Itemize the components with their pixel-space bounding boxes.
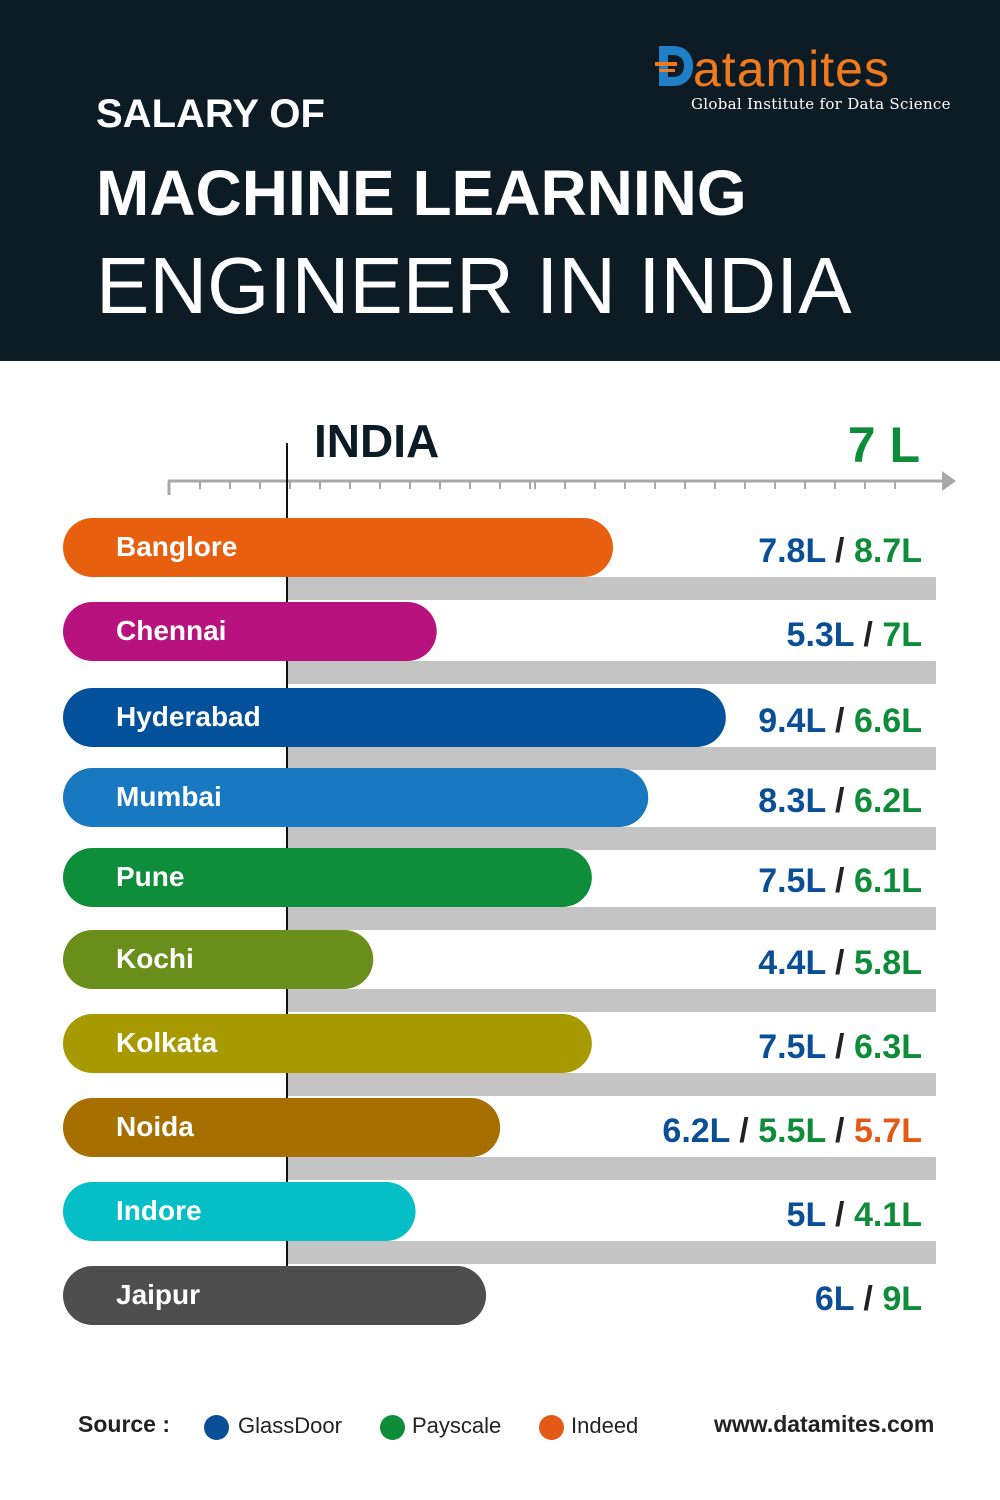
legend-payscale-dot-icon xyxy=(380,1415,405,1440)
value-separator: / xyxy=(826,1196,854,1234)
legend-source-label: Source : xyxy=(78,1411,171,1437)
legend-indeed-label: Indeed xyxy=(571,1413,639,1438)
value-part: 7.5L xyxy=(758,862,825,900)
row-band xyxy=(287,747,936,770)
value-label-kochi: 4.4L / 5.8L xyxy=(758,944,922,982)
website-link[interactable]: www.datamites.com xyxy=(714,1411,935,1437)
value-part: 9L xyxy=(882,1280,922,1318)
value-part: 5.5L xyxy=(758,1112,825,1150)
value-separator: / xyxy=(826,1112,854,1150)
row-band xyxy=(287,827,936,850)
value-part: 8.3L xyxy=(758,782,825,820)
value-separator: / xyxy=(826,1028,854,1066)
value-label-jaipur: 6L / 9L xyxy=(815,1280,922,1318)
bar-label-hyderabad: Hyderabad xyxy=(116,701,261,732)
row-band xyxy=(287,661,936,684)
value-part: 5.8L xyxy=(854,944,922,982)
value-separator: / xyxy=(854,1280,882,1318)
value-part: 6.2L xyxy=(854,782,922,820)
logo-tagline: Global Institute for Data Science xyxy=(691,95,951,113)
row-band xyxy=(287,989,936,1012)
value-part: 5.7L xyxy=(854,1112,922,1150)
title-line-2: MACHINE LEARNING xyxy=(96,157,747,229)
value-part: 4.1L xyxy=(854,1196,922,1234)
value-separator: / xyxy=(826,944,854,982)
bar-kolkata xyxy=(63,1014,592,1073)
legend-indeed-dot-icon xyxy=(539,1415,564,1440)
value-label-hyderabad: 9.4L / 6.6L xyxy=(758,702,922,740)
value-separator: / xyxy=(826,862,854,900)
value-part: 9.4L xyxy=(758,702,825,740)
value-part: 8.7L xyxy=(854,532,922,570)
title-line-3: ENGINEER IN INDIA xyxy=(96,241,852,330)
value-label-kolkata: 7.5L / 6.3L xyxy=(758,1028,922,1066)
title-line-1: SALARY OF xyxy=(96,92,325,136)
bar-label-chennai: Chennai xyxy=(116,615,226,646)
bar-pune xyxy=(63,848,592,907)
bar-banglore xyxy=(63,518,613,577)
legend-payscale-label: Payscale xyxy=(412,1413,502,1438)
value-label-mumbai: 8.3L / 6.2L xyxy=(758,782,922,820)
legend-glassdoor-label: GlassDoor xyxy=(238,1413,342,1438)
header-banner: atamites Global Institute for Data Scien… xyxy=(0,0,1000,361)
value-part: 7L xyxy=(882,616,922,654)
value-part: 4.4L xyxy=(758,944,825,982)
datamites-logo: atamites Global Institute for Data Scien… xyxy=(655,41,951,122)
bar-label-pune: Pune xyxy=(116,861,184,892)
reference-value-label: 7 L xyxy=(848,417,920,473)
bar-hyderabad xyxy=(63,688,726,747)
value-separator: / xyxy=(730,1112,758,1150)
bar-noida xyxy=(63,1098,501,1157)
reference-label: INDIA xyxy=(314,415,439,467)
bar-indore xyxy=(63,1182,416,1241)
row-band xyxy=(287,1073,936,1096)
value-label-noida: 6.2L / 5.5L / 5.7L xyxy=(662,1112,922,1150)
value-separator: / xyxy=(826,532,854,570)
value-label-pune: 7.5L / 6.1L xyxy=(758,862,922,900)
bar-label-noida: Noida xyxy=(116,1111,194,1142)
value-separator: / xyxy=(826,702,854,740)
value-part: 6.3L xyxy=(854,1028,922,1066)
row-band xyxy=(287,1157,936,1180)
value-part: 7.5L xyxy=(758,1028,825,1066)
row-band xyxy=(287,577,936,600)
bar-mumbai xyxy=(63,768,649,827)
value-part: 6.1L xyxy=(854,862,922,900)
value-part: 7.8L xyxy=(758,532,825,570)
bar-chennai xyxy=(63,602,437,661)
value-separator: / xyxy=(826,782,854,820)
logo-wordmark: atamites xyxy=(693,41,890,97)
bar-label-jaipur: Jaipur xyxy=(116,1279,200,1310)
legend-glassdoor-dot-icon xyxy=(204,1415,229,1440)
bar-label-banglore: Banglore xyxy=(116,531,237,562)
value-label-banglore: 7.8L / 8.7L xyxy=(758,532,922,570)
bar-label-indore: Indore xyxy=(116,1195,202,1226)
x-axis-arrow-icon xyxy=(942,471,956,491)
logo-d-icon xyxy=(655,46,693,86)
legend: Source : GlassDoor Payscale Indeed www.d… xyxy=(0,1395,1000,1465)
value-part: 5L xyxy=(787,1196,826,1234)
value-label-chennai: 5.3L / 7L xyxy=(787,616,922,654)
value-part: 6L xyxy=(815,1280,854,1318)
value-part: 6.6L xyxy=(854,702,922,740)
value-part: 5.3L xyxy=(787,616,854,654)
value-separator: / xyxy=(854,616,882,654)
row-band xyxy=(287,1241,936,1264)
bar-jaipur xyxy=(63,1266,487,1325)
bar-label-kochi: Kochi xyxy=(116,943,194,974)
value-part: 6.2L xyxy=(662,1112,729,1150)
bar-kochi xyxy=(63,930,374,989)
value-label-indore: 5L / 4.1L xyxy=(787,1196,922,1234)
bar-label-mumbai: Mumbai xyxy=(116,781,222,812)
bar-label-kolkata: Kolkata xyxy=(116,1027,218,1058)
salary-bar-chart: INDIA 7 L Banglore 7.8L / 8.7L Chennai 5.3L… xyxy=(63,415,956,1325)
row-band xyxy=(287,907,936,930)
